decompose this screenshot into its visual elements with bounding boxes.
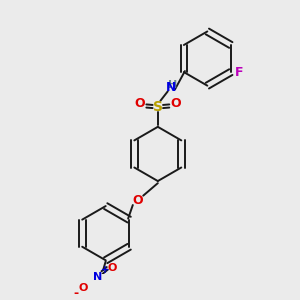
Text: O: O	[134, 98, 145, 110]
Text: H: H	[168, 80, 178, 90]
Text: O: O	[79, 284, 88, 293]
Text: N: N	[166, 81, 176, 94]
Text: F: F	[234, 66, 243, 79]
Text: O: O	[171, 98, 182, 110]
Text: S: S	[153, 100, 163, 114]
Text: +: +	[100, 265, 109, 275]
Text: O: O	[133, 194, 143, 207]
Text: O: O	[108, 262, 117, 273]
Text: N: N	[93, 272, 103, 282]
Text: -: -	[74, 287, 79, 300]
